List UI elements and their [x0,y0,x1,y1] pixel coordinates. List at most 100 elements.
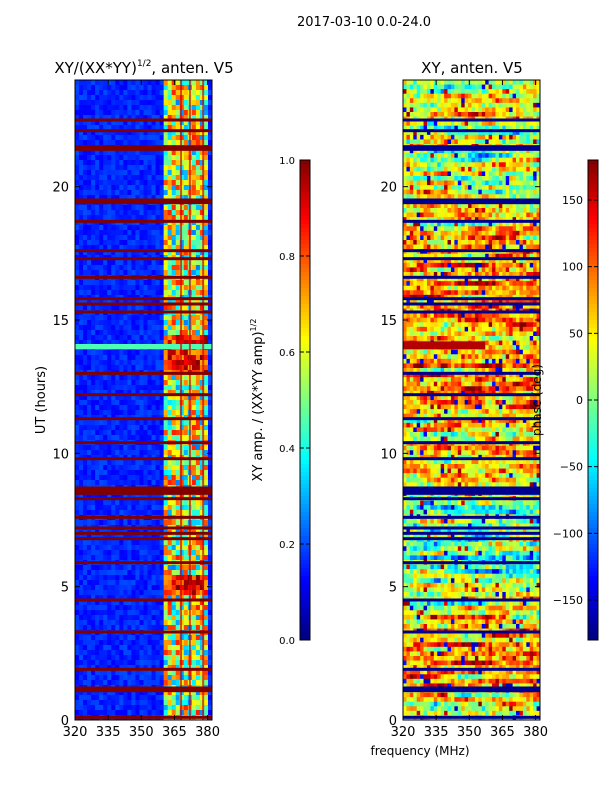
colorbar-segment [300,436,310,441]
amplitude-cell [103,225,108,231]
amplitude-cell [147,380,152,386]
amplitude-cell [103,425,108,431]
amplitude-cell [119,110,124,116]
amplitude-cell [131,305,136,311]
amplitude-cell [99,565,104,571]
amplitude-cell [163,675,169,681]
amplitude-cell [163,505,169,511]
phase-cell [437,107,442,113]
amplitude-cell [199,105,205,111]
amplitude-cell [147,625,152,631]
amplitude-cell [75,680,80,686]
amplitude-cell [159,590,165,596]
amplitude-cell [75,195,80,201]
amplitude-cell [163,475,169,481]
amplitude-cell [183,420,189,426]
amplitude-cell [183,395,189,401]
amplitude-cell [75,315,80,321]
amplitude-cell [139,570,144,576]
amplitude-cell [163,270,169,276]
amplitude-cell [135,335,140,341]
amplitude-cell [151,425,156,431]
amplitude-cell [75,165,80,171]
amplitude-cell [91,670,96,676]
phase-cell [488,80,493,85]
amplitude-cell [139,460,144,466]
amplitude-cell [83,410,88,416]
amplitude-cell [191,290,197,296]
amplitude-cell [115,280,120,286]
amplitude-cell [111,505,116,511]
amplitude-cell [175,305,181,311]
amplitude-cell [155,265,161,271]
amplitude-cell [87,700,92,706]
phase-cell [529,84,534,90]
amplitude-cell [135,375,140,381]
amplitude-cell [103,565,108,571]
amplitude-cell [155,250,161,256]
amplitude-cell [115,215,120,221]
amplitude-cell [99,230,104,236]
amplitude-cell [127,710,132,716]
amplitude-cell [159,130,165,136]
amplitude-cell [111,510,116,516]
amplitude-cell [119,280,124,286]
amplitude-cell [191,140,197,146]
amplitude-cell [163,510,169,516]
amplitude-cell [155,665,161,671]
amplitude-cell [143,655,148,661]
amplitude-cell [151,680,156,686]
phase-cell [492,112,496,117]
phase-cell [522,89,527,95]
amplitude-cell [87,520,92,526]
amplitude-flagged-row [75,393,212,397]
phase-cell [481,80,486,85]
amplitude-cell [131,655,136,661]
amplitude-cell [135,210,140,216]
amplitude-cell [203,375,209,381]
amplitude-cell [183,675,189,681]
amplitude-cell [155,670,161,676]
amplitude-cell [151,475,156,481]
amplitude-cell [195,680,201,686]
amplitude-cell [147,565,152,571]
phase-cell [433,107,438,113]
amplitude-cell [99,620,104,626]
amplitude-cell [175,645,181,651]
amplitude-cell [91,665,96,671]
amplitude-cell [151,465,156,471]
phase-cell [420,102,424,108]
amplitude-cell [131,555,136,561]
amplitude-cell [147,605,152,611]
amplitude-cell [87,190,92,196]
amplitude-cell [119,450,124,456]
amplitude-cell [139,710,144,716]
amplitude-cell [75,710,80,716]
colorbar-segment [300,624,310,629]
amplitude-cell [75,660,80,666]
phase-cell [492,102,496,108]
amplitude-cell [139,325,144,331]
amplitude-cell [127,705,132,711]
amplitude-cell [151,260,156,266]
amplitude-cell [151,365,156,371]
colorbar-segment [300,632,310,637]
amplitude-cell [163,605,169,611]
amplitude-cell [163,80,169,86]
amplitude-cell [95,430,100,436]
amplitude-cell [135,130,140,136]
amplitude-cell [203,195,209,201]
phase-cell [495,102,500,108]
amplitude-cell [191,245,197,251]
amplitude-cell [131,390,136,396]
amplitude-cell [207,140,213,146]
amplitude-cell [207,125,213,131]
amplitude-cell [123,600,128,606]
phase-cell [492,93,496,99]
amplitude-cell [155,100,161,106]
amplitude-cell [75,90,80,96]
amplitude-cell [163,305,169,311]
amplitude-cell [171,635,177,641]
amplitude-cell [95,475,100,481]
amplitude-cell [75,130,80,136]
